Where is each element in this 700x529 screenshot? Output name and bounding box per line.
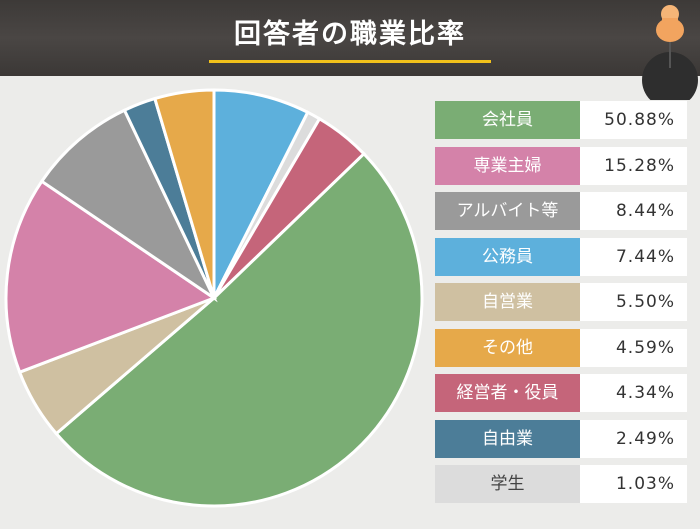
legend-value-text: 8.44% (615, 201, 675, 221)
legend-value: 8.44% (580, 192, 687, 230)
pushpin-icon (642, 5, 698, 100)
legend-label: その他 (435, 328, 580, 367)
pie-chart (0, 84, 430, 525)
legend-label: 経営者・役員 (435, 374, 580, 412)
legend-item: アルバイト等 8.44% (435, 192, 687, 230)
legend-label: 会社員 (435, 101, 580, 139)
legend-value: 50.88% (580, 101, 687, 139)
legend-item: 会社員 50.88% (435, 101, 687, 139)
legend-value-text: 50.88% (604, 110, 675, 130)
legend-item: 自営業 5.50% (435, 283, 687, 321)
legend-value-text: 4.34% (615, 383, 675, 403)
legend-value: 4.59% (580, 328, 687, 367)
pie-svg (4, 88, 424, 508)
legend-value-text: 1.03% (615, 474, 675, 494)
legend-label: 自由業 (435, 419, 580, 458)
legend-value: 4.34% (580, 374, 687, 412)
legend-item: 経営者・役員 4.34% (435, 374, 687, 412)
legend-value-text: 7.44% (615, 246, 675, 267)
legend-label: 公務員 (435, 237, 580, 276)
title-underline (209, 60, 491, 63)
page-title: 回答者の職業比率 (234, 19, 466, 50)
legend-value-text: 5.50% (615, 292, 675, 312)
legend-label: 学生 (435, 465, 580, 503)
legend-item: その他 4.59% (435, 328, 687, 367)
legend-label: アルバイト等 (435, 192, 580, 230)
title-banner: 回答者の職業比率 (0, 0, 700, 76)
legend-value: 15.28% (580, 146, 687, 185)
legend-item: 学生 1.03% (435, 465, 687, 503)
pie-slice-1 (4, 179, 218, 375)
pie-slice-3 (212, 88, 310, 299)
legend-item: 公務員 7.44% (435, 237, 687, 276)
legend-label: 自営業 (435, 283, 580, 321)
legend-value-text: 2.49% (615, 428, 675, 449)
legend-value: 5.50% (580, 283, 687, 321)
pie-slice-2 (39, 108, 218, 303)
legend-value-text: 15.28% (604, 155, 675, 176)
legend-item: 専業主婦 15.28% (435, 146, 687, 185)
pie-slice-5 (152, 88, 216, 299)
pie-slice-0 (54, 151, 424, 508)
legend-value: 1.03% (580, 465, 687, 503)
legend-value: 7.44% (580, 237, 687, 276)
legend-label: 専業主婦 (435, 146, 580, 185)
legend-value-text: 4.59% (615, 337, 675, 358)
legend-item: 自由業 2.49% (435, 419, 687, 458)
legend-value: 2.49% (580, 419, 687, 458)
